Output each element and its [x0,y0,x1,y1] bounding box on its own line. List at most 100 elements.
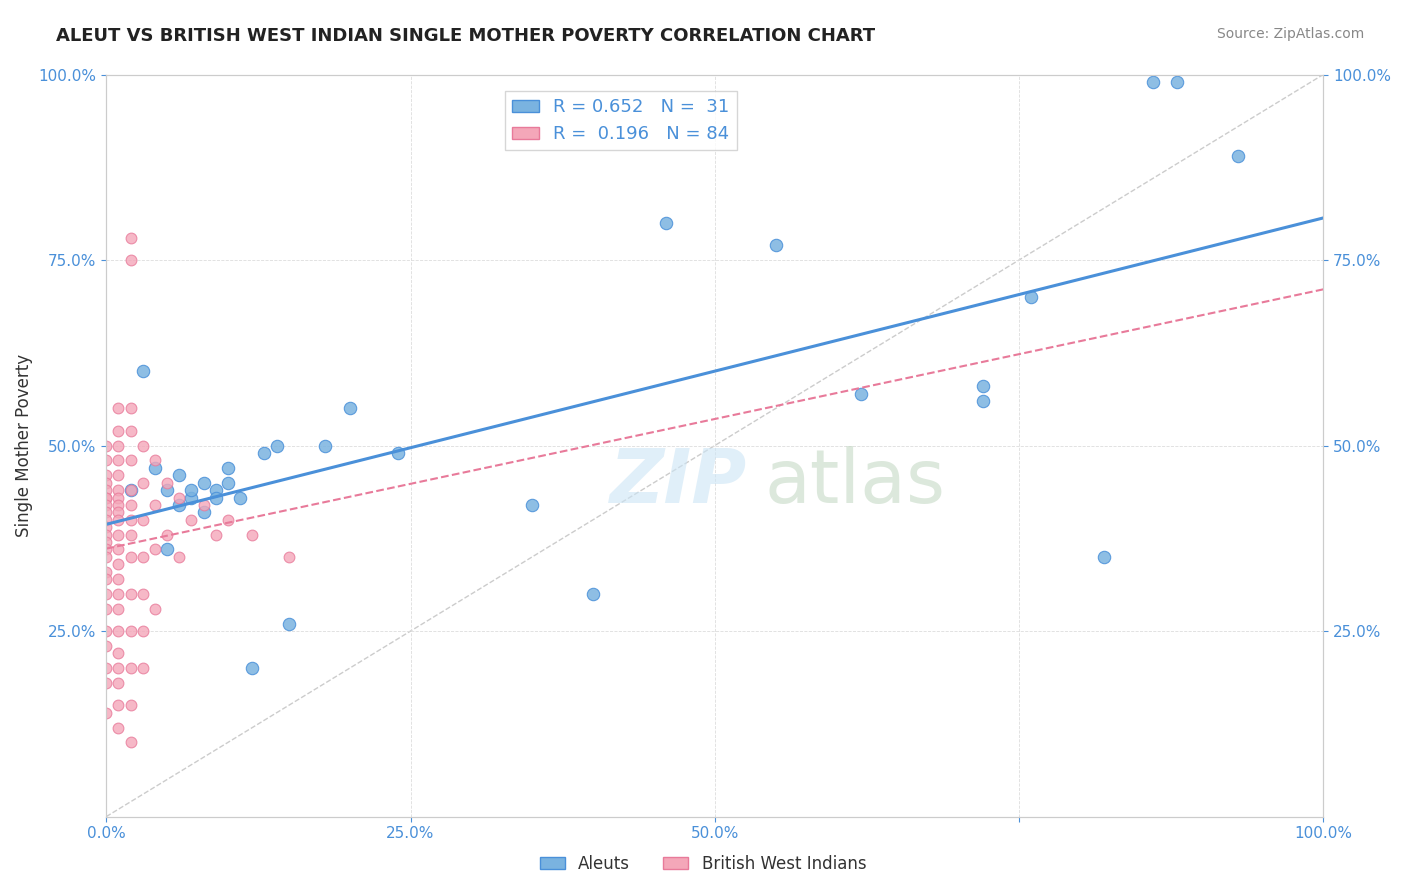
Point [96,661,118,675]
Point [120,661,142,675]
Point [277,549,299,564]
Point [156,475,179,490]
Point [96,498,118,512]
Point [217,513,239,527]
Point [96,527,118,541]
Point [132,439,155,453]
Point [132,549,155,564]
Point [132,624,155,638]
Point [96,587,118,601]
Point [204,483,226,497]
Point [240,527,263,541]
Point [204,491,226,505]
Point [849,386,872,401]
Point [96,706,118,720]
Point [107,439,129,453]
Text: atlas: atlas [765,446,945,519]
Point [120,483,142,497]
Point [107,624,129,638]
Point [156,483,179,497]
Point [96,639,118,653]
Point [180,483,202,497]
Point [107,513,129,527]
Legend: R = 0.652   N =  31, R =  0.196   N = 84: R = 0.652 N = 31, R = 0.196 N = 84 [505,91,737,151]
Point [120,624,142,638]
Point [1019,290,1042,304]
Point [204,527,226,541]
Point [107,505,129,519]
Point [107,424,129,438]
Point [1227,149,1250,163]
Point [193,498,215,512]
Point [1142,75,1164,89]
Point [180,491,202,505]
Point [96,549,118,564]
Point [96,491,118,505]
Point [120,549,142,564]
Point [107,527,129,541]
Point [96,602,118,616]
Point [277,616,299,631]
Point [193,475,215,490]
Point [120,527,142,541]
Point [217,475,239,490]
Point [107,587,129,601]
Point [96,453,118,467]
Point [107,401,129,416]
Point [107,558,129,572]
Point [120,735,142,749]
Point [169,498,191,512]
Point [253,446,276,460]
Point [120,513,142,527]
Point [120,253,142,268]
Point [96,572,118,586]
Point [1092,549,1115,564]
Point [96,468,118,483]
Point [132,513,155,527]
Point [96,624,118,638]
Point [107,542,129,557]
Point [96,676,118,690]
Point [107,602,129,616]
Point [107,498,129,512]
Point [96,483,118,497]
Y-axis label: Single Mother Poverty: Single Mother Poverty [15,354,32,537]
Point [387,446,409,460]
Point [169,468,191,483]
Point [96,439,118,453]
Text: Source: ZipAtlas.com: Source: ZipAtlas.com [1216,27,1364,41]
Point [120,453,142,467]
Point [107,483,129,497]
Point [107,676,129,690]
Point [132,587,155,601]
Point [132,475,155,490]
Point [120,424,142,438]
Point [107,646,129,660]
Legend: Aleuts, British West Indians: Aleuts, British West Indians [533,848,873,880]
Point [522,498,544,512]
Point [193,505,215,519]
Point [107,468,129,483]
Point [120,498,142,512]
Point [229,491,252,505]
Point [96,491,118,505]
Point [217,460,239,475]
Point [972,379,994,393]
Point [120,698,142,713]
Point [107,721,129,735]
Point [120,401,142,416]
Point [120,231,142,245]
Point [132,661,155,675]
Point [96,542,118,557]
Point [655,216,678,230]
Point [339,401,361,416]
Point [143,453,166,467]
Point [107,698,129,713]
Text: ZIP: ZIP [610,446,747,519]
Point [132,364,155,378]
Point [143,460,166,475]
Point [169,549,191,564]
Point [107,453,129,467]
Point [96,520,118,534]
Point [180,513,202,527]
